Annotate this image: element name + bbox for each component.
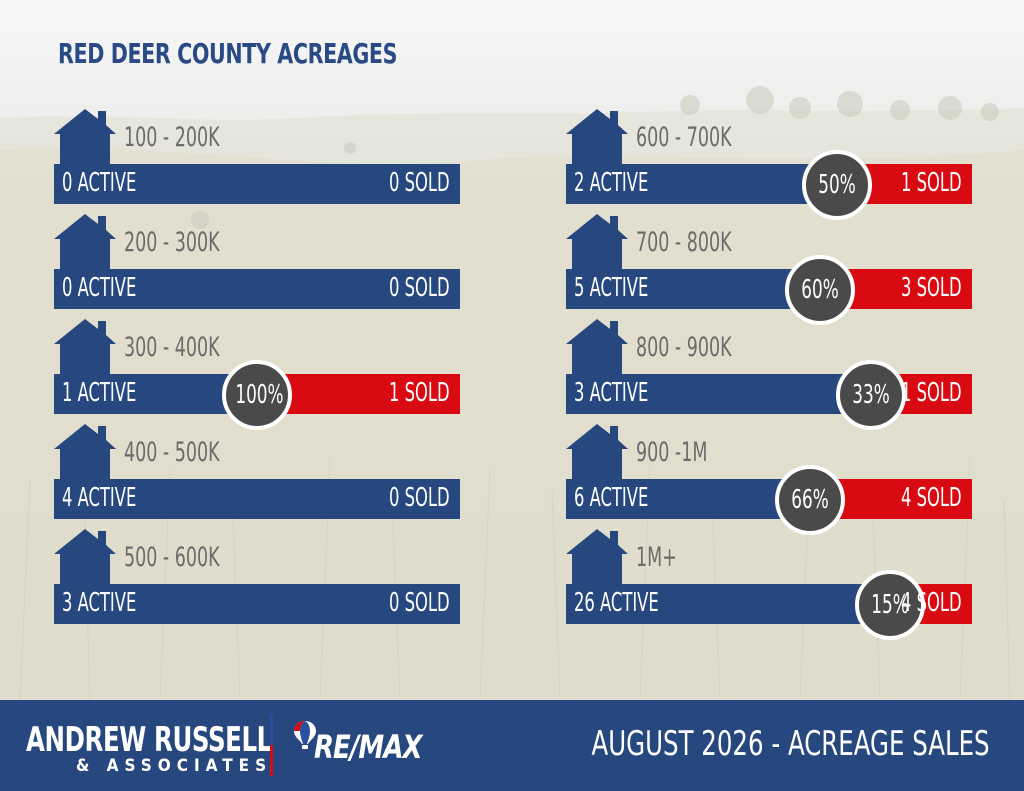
house-icon <box>566 214 628 269</box>
sold-ratio-label: 50% <box>817 170 856 200</box>
active-count-label: 4 ACTIVE <box>62 483 137 513</box>
price-range-label: 300 - 400K <box>124 332 220 363</box>
active-count-label: 3 ACTIVE <box>574 378 649 408</box>
active-bar: 33% 3 ACTIVE 1 SOLD <box>566 360 972 430</box>
active-count-label: 0 ACTIVE <box>62 273 137 303</box>
house-icon <box>54 319 116 374</box>
house-icon <box>566 424 628 479</box>
sold-ratio-badge: 15% <box>855 570 925 640</box>
active-bar: 0 ACTIVE 0 SOLD <box>54 269 460 309</box>
price-range-row: 800 - 900K 33% 3 ACTIVE 1 SOLD <box>566 318 972 430</box>
sold-ratio-badge: 33% <box>835 360 906 430</box>
sold-ratio-label: 33% <box>851 380 890 410</box>
sold-ratio-badge: 50% <box>801 150 872 220</box>
active-bar: 100% 1 ACTIVE 1 SOLD <box>54 360 460 430</box>
price-range-row: 200 - 300K 0 ACTIVE 0 SOLD <box>54 213 460 309</box>
price-range-row: 100 - 200K 0 ACTIVE 0 SOLD <box>54 108 460 204</box>
price-range-label: 900 -1M <box>636 437 708 468</box>
house-icon <box>54 214 116 269</box>
house-icon <box>566 319 628 374</box>
active-count-label: 2 ACTIVE <box>574 168 649 198</box>
active-bar: 15% 26 ACTIVE 4 SOLD <box>566 570 972 640</box>
sold-ratio-label: 60% <box>801 275 839 305</box>
house-icon <box>566 529 628 584</box>
active-count-label: 5 ACTIVE <box>574 273 649 303</box>
page-title: RED DEER COUNTY ACREAGES <box>58 37 398 70</box>
active-bar: 50% 2 ACTIVE 1 SOLD <box>566 150 972 220</box>
price-range-row: 400 - 500K 4 ACTIVE 0 SOLD <box>54 423 460 519</box>
sold-count-label: 4 SOLD <box>901 588 962 618</box>
price-range-label: 700 - 800K <box>636 227 732 258</box>
active-bar: 3 ACTIVE 0 SOLD <box>54 584 460 624</box>
active-bar: 60% 5 ACTIVE 3 SOLD <box>566 255 972 325</box>
price-range-label: 500 - 600K <box>124 542 220 573</box>
partner-logo: RE/MAX <box>314 728 422 766</box>
sold-count-label: 1 SOLD <box>901 168 962 198</box>
house-icon <box>566 109 628 164</box>
active-count-label: 0 ACTIVE <box>62 168 137 198</box>
active-count-label: 26 ACTIVE <box>574 588 659 618</box>
active-bar: 0 ACTIVE 0 SOLD <box>54 164 460 204</box>
active-bar: 66% 6 ACTIVE 4 SOLD <box>566 465 972 535</box>
sold-count-label: 4 SOLD <box>901 483 962 513</box>
house-icon <box>54 529 116 584</box>
sold-count-label: 0 SOLD <box>389 483 450 513</box>
price-range-row: 900 -1M 66% 6 ACTIVE 4 SOLD <box>566 423 972 535</box>
house-icon <box>54 424 116 479</box>
sold-count-label: 1 SOLD <box>901 378 962 408</box>
sold-ratio-badge: 60% <box>784 255 855 325</box>
sold-ratio-label: 15% <box>871 590 909 620</box>
house-icon <box>54 109 116 164</box>
price-range-row: 1M+ 15% 26 ACTIVE 4 SOLD <box>566 528 972 640</box>
active-count-label: 3 ACTIVE <box>62 588 137 618</box>
footer-caption: AUGUST 2026 - ACREAGE SALES <box>591 724 990 764</box>
active-bar: 4 ACTIVE 0 SOLD <box>54 479 460 519</box>
sold-ratio-label: 66% <box>790 485 829 515</box>
active-count-label: 1 ACTIVE <box>62 378 137 408</box>
price-range-row: 600 - 700K 50% 2 ACTIVE 1 SOLD <box>566 108 972 220</box>
price-range-label: 200 - 300K <box>124 227 220 258</box>
sold-count-label: 0 SOLD <box>389 273 450 303</box>
price-range-row: 700 - 800K 60% 5 ACTIVE 3 SOLD <box>566 213 972 325</box>
footer-divider <box>270 714 273 776</box>
price-range-label: 800 - 900K <box>636 332 732 363</box>
price-range-label: 100 - 200K <box>124 122 220 153</box>
price-range-label: 400 - 500K <box>124 437 220 468</box>
sold-count-label: 0 SOLD <box>389 588 450 618</box>
sold-count-label: 3 SOLD <box>901 273 962 303</box>
active-count-label: 6 ACTIVE <box>574 483 649 513</box>
sold-ratio-label: 100% <box>235 380 284 410</box>
hot-air-balloon-icon <box>294 721 316 749</box>
price-range-label: 1M+ <box>636 542 677 573</box>
price-range-label: 600 - 700K <box>636 122 732 153</box>
price-range-row: 500 - 600K 3 ACTIVE 0 SOLD <box>54 528 460 624</box>
sold-ratio-badge: 66% <box>774 465 845 535</box>
brand-name: ANDREW RUSSELL <box>26 720 272 760</box>
price-range-row: 300 - 400K 100% 1 ACTIVE 1 SOLD <box>54 318 460 430</box>
footer-bar: ANDREW RUSSELL & ASSOCIATES RE/MAX AUGUS… <box>0 700 1024 791</box>
sold-ratio-badge: 100% <box>222 360 292 430</box>
sold-count-label: 1 SOLD <box>389 378 450 408</box>
sold-count-label: 0 SOLD <box>389 168 450 198</box>
brand-subtitle: & ASSOCIATES <box>76 756 273 776</box>
